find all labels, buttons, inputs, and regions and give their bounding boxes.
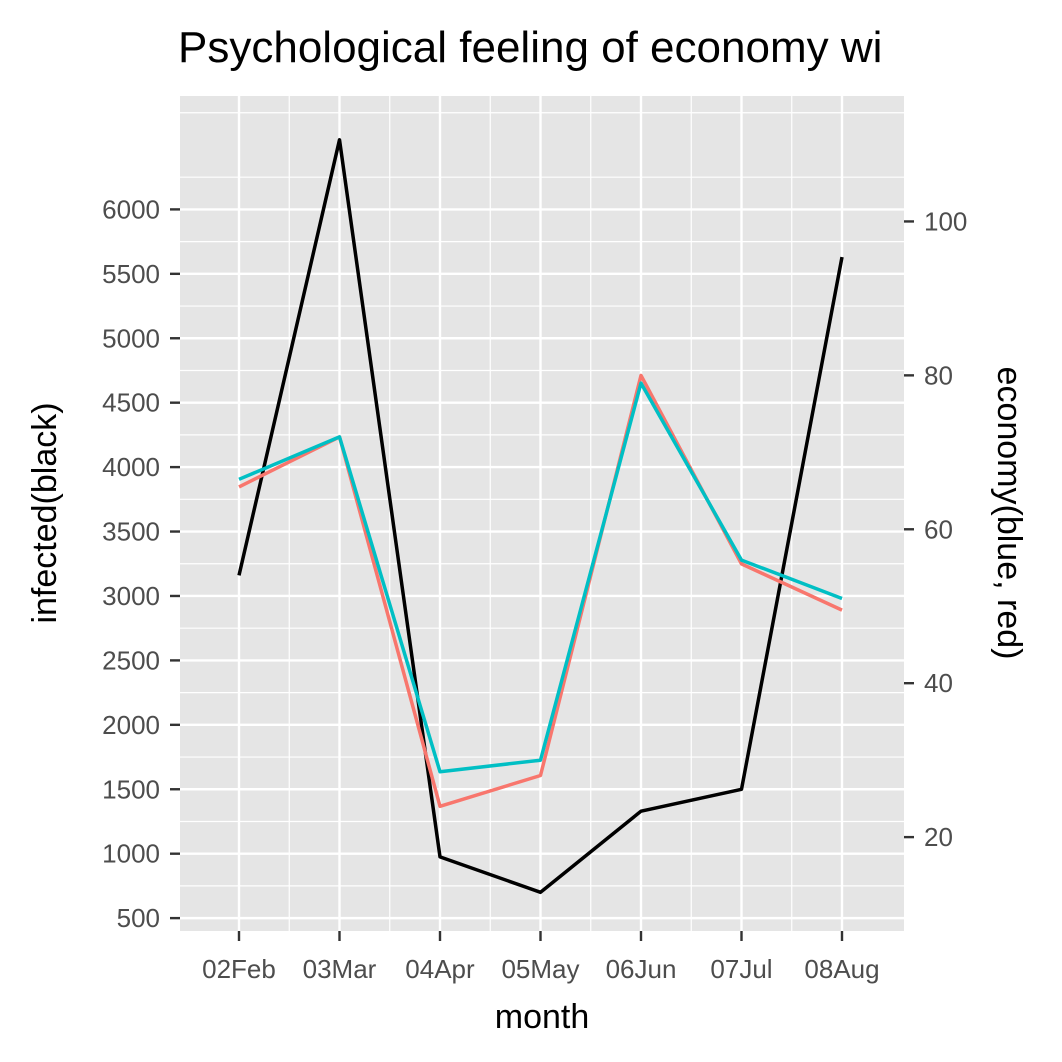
x-axis-title: month bbox=[495, 998, 590, 1036]
x-tick-label: 03Mar bbox=[303, 954, 377, 984]
y-left-tick-label: 6000 bbox=[102, 194, 160, 224]
left-axis: 500 1000 1500 2000 2500 3000 3500 4000 4500 5000 5… bbox=[102, 194, 180, 933]
y-left-tick-label: 1000 bbox=[102, 839, 160, 869]
y-left-tick-label: 500 bbox=[117, 903, 160, 933]
x-axis: 02Feb 03Mar 04Apr 05May 06Jun 07Jul 08Aug bbox=[202, 931, 880, 984]
y-axis-left-title: infected(black) bbox=[26, 402, 64, 623]
y-left-tick-label: 4500 bbox=[102, 388, 160, 418]
y-left-tick-label: 2500 bbox=[102, 645, 160, 675]
series-line-3 bbox=[238, 381, 843, 774]
x-tick-label: 07Jul bbox=[710, 954, 772, 984]
y-left-tick-label: 3500 bbox=[102, 517, 160, 547]
series-layer bbox=[237, 138, 844, 895]
y-left-tick-label: 1500 bbox=[102, 774, 160, 804]
y-right-tick-label: 80 bbox=[924, 360, 953, 390]
y-right-tick-label: 60 bbox=[924, 514, 953, 544]
x-tick-label: 05May bbox=[501, 954, 579, 984]
y-axis-right-title: economy(blue, red) bbox=[990, 367, 1028, 660]
y-right-tick-label: 100 bbox=[924, 206, 967, 236]
x-tick-label: 04Apr bbox=[405, 954, 475, 984]
x-tick-label: 06Jun bbox=[606, 954, 677, 984]
y-left-tick-label: 5500 bbox=[102, 259, 160, 289]
right-axis: 20 40 60 80 100 bbox=[904, 206, 967, 852]
chart-title: Psychological feeling of economy wi bbox=[178, 23, 882, 72]
grid-minor bbox=[180, 96, 904, 931]
x-tick-label: 08Aug bbox=[804, 954, 879, 984]
y-left-tick-label: 5000 bbox=[102, 323, 160, 353]
plot-panel bbox=[180, 96, 904, 931]
y-right-tick-label: 20 bbox=[924, 822, 953, 852]
y-left-tick-label: 4000 bbox=[102, 452, 160, 482]
series-line-1 bbox=[237, 138, 844, 895]
y-left-tick-label: 2000 bbox=[102, 710, 160, 740]
grid-major bbox=[180, 96, 904, 931]
y-right-tick-label: 40 bbox=[924, 668, 953, 698]
y-left-tick-label: 3000 bbox=[102, 581, 160, 611]
x-tick-label: 02Feb bbox=[202, 954, 276, 984]
